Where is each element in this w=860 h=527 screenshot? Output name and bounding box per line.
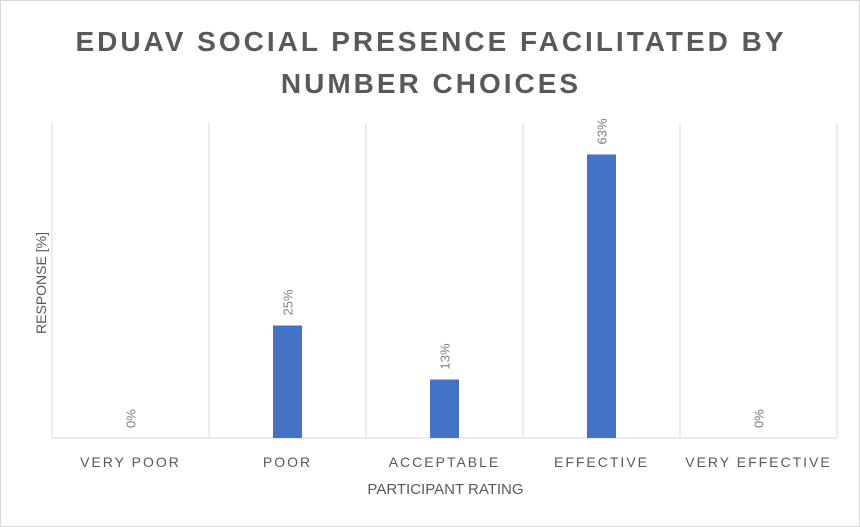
bar	[430, 379, 459, 438]
category-label: ACCEPTABLE	[389, 454, 501, 470]
data-label: 13%	[438, 343, 453, 369]
category-label: VERY POOR	[80, 454, 181, 470]
bar	[273, 325, 302, 438]
category-label: VERY EFFECTIVE	[685, 454, 832, 470]
data-label: 0%	[124, 409, 139, 428]
chart-title: EDUAV SOCIAL PRESENCE FACILITATED BY NUM…	[75, 26, 787, 99]
category-label: EFFECTIVE	[554, 454, 649, 470]
data-label: 25%	[281, 289, 296, 315]
data-label: 63%	[595, 118, 610, 144]
bar	[587, 154, 616, 438]
x-axis-label: PARTICIPANT RATING	[367, 481, 524, 498]
category-label: POOR	[263, 454, 312, 470]
data-label: 0%	[752, 409, 767, 428]
